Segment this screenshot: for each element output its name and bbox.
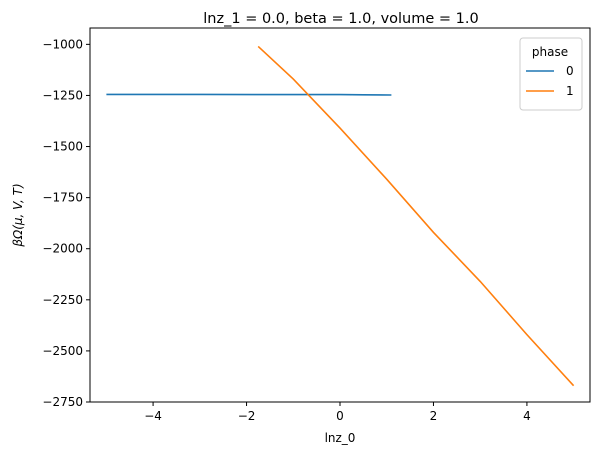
y-tick-label: −1500 — [42, 140, 83, 154]
y-tick-label: −1250 — [42, 88, 83, 102]
series-line-phase-1 — [257, 45, 575, 387]
x-axis-label: lnz_0 — [325, 431, 356, 445]
legend-label-phase-0: 0 — [566, 64, 574, 78]
x-tick-label: 0 — [336, 409, 344, 423]
y-tick-label: −2750 — [42, 395, 83, 409]
legend-items: 01 — [526, 64, 574, 98]
x-tick-label: 2 — [430, 409, 438, 423]
x-tick-label: −2 — [238, 409, 256, 423]
x-tick-label: −4 — [144, 409, 162, 423]
plot-frame — [89, 27, 591, 403]
plot-lines — [106, 45, 575, 387]
y-tick-label: −1750 — [42, 191, 83, 205]
legend-title: phase — [532, 45, 568, 59]
legend-box — [519, 37, 583, 111]
x-axis-ticks: −4 −2 0 2 4 — [144, 402, 531, 423]
y-tick-label: −1000 — [42, 37, 83, 51]
legend-label-phase-1: 1 — [566, 84, 574, 98]
y-axis-ticks: −1000 −1250 −1500 −1750 −2000 −2250 −2500 −2750 — [42, 37, 90, 409]
y-tick-label: −2500 — [42, 344, 83, 358]
chart-title: lnz_1 = 0.0, beta = 1.0, volume = 1.0 — [203, 11, 478, 27]
y-tick-label: −2000 — [42, 242, 83, 256]
legend: phase 01 — [519, 37, 583, 111]
y-axis-label: βΩ(μ, V, T) — [11, 183, 25, 247]
y-tick-label: −2250 — [42, 293, 83, 307]
x-tick-label: 4 — [523, 409, 531, 423]
series-line-phase-0 — [106, 93, 392, 96]
